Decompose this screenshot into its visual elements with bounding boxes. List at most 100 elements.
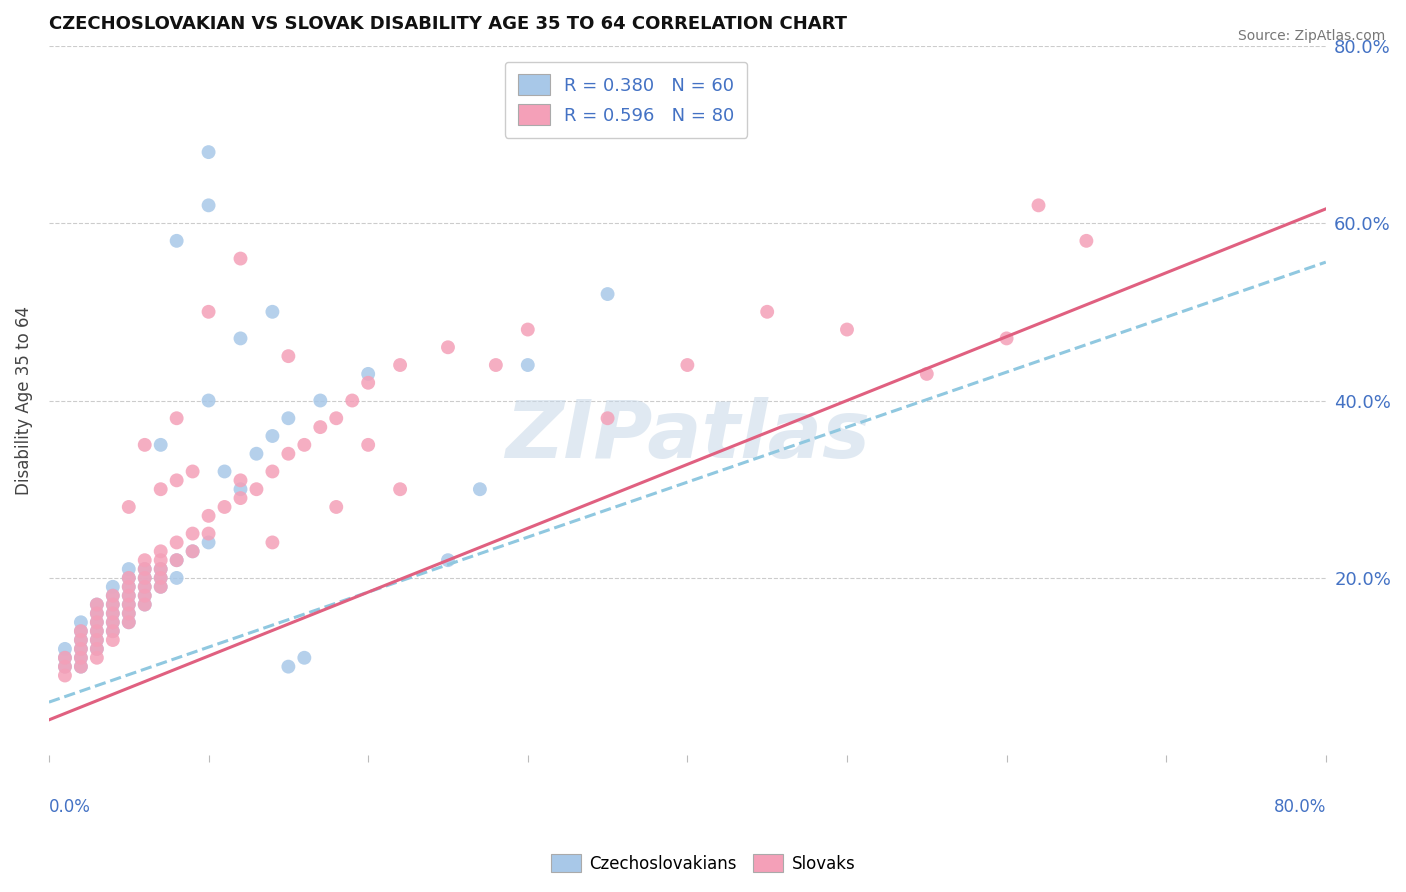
Point — [53, 650, 76, 665]
Point — [197, 305, 219, 319]
Point — [134, 571, 156, 585]
Text: 0.0%: 0.0% — [49, 798, 91, 816]
Point — [134, 580, 156, 594]
Legend: R = 0.380   N = 60, R = 0.596   N = 80: R = 0.380 N = 60, R = 0.596 N = 80 — [505, 62, 748, 137]
Point — [86, 615, 108, 630]
Point — [118, 571, 141, 585]
Point — [118, 615, 141, 630]
Point — [134, 438, 156, 452]
Legend: Czechoslovakians, Slovaks: Czechoslovakians, Slovaks — [544, 847, 862, 880]
Point — [262, 429, 284, 443]
Point — [1076, 234, 1098, 248]
Point — [229, 491, 252, 505]
Point — [134, 562, 156, 576]
Point — [70, 659, 93, 673]
Point — [181, 544, 204, 558]
Point — [86, 624, 108, 639]
Point — [292, 650, 315, 665]
Point — [70, 641, 93, 656]
Point — [181, 465, 204, 479]
Point — [197, 526, 219, 541]
Point — [149, 482, 172, 496]
Point — [70, 633, 93, 648]
Point — [101, 615, 124, 630]
Point — [149, 562, 172, 576]
Point — [166, 411, 188, 425]
Point — [181, 526, 204, 541]
Point — [277, 349, 299, 363]
Text: CZECHOSLOVAKIAN VS SLOVAK DISABILITY AGE 35 TO 64 CORRELATION CHART: CZECHOSLOVAKIAN VS SLOVAK DISABILITY AGE… — [49, 15, 846, 33]
Point — [437, 553, 460, 567]
Point — [309, 420, 332, 434]
Point — [70, 659, 93, 673]
Point — [86, 624, 108, 639]
Point — [70, 615, 93, 630]
Point — [134, 598, 156, 612]
Point — [118, 607, 141, 621]
Point — [53, 650, 76, 665]
Point — [214, 500, 236, 514]
Point — [229, 252, 252, 266]
Point — [53, 659, 76, 673]
Text: ZIPatlas: ZIPatlas — [505, 397, 870, 475]
Point — [134, 571, 156, 585]
Point — [118, 571, 141, 585]
Point — [835, 322, 858, 336]
Point — [229, 331, 252, 345]
Point — [149, 580, 172, 594]
Point — [262, 535, 284, 549]
Point — [756, 305, 779, 319]
Point — [357, 367, 380, 381]
Point — [118, 580, 141, 594]
Point — [86, 607, 108, 621]
Point — [596, 411, 619, 425]
Point — [86, 615, 108, 630]
Point — [389, 358, 412, 372]
Point — [118, 589, 141, 603]
Point — [214, 465, 236, 479]
Point — [70, 641, 93, 656]
Point — [166, 535, 188, 549]
Point — [101, 598, 124, 612]
Point — [149, 544, 172, 558]
Point — [166, 571, 188, 585]
Point — [197, 508, 219, 523]
Point — [101, 589, 124, 603]
Point — [229, 474, 252, 488]
Point — [437, 340, 460, 354]
Text: Source: ZipAtlas.com: Source: ZipAtlas.com — [1237, 29, 1385, 43]
Point — [181, 544, 204, 558]
Point — [118, 615, 141, 630]
Point — [149, 438, 172, 452]
Point — [915, 367, 938, 381]
Point — [101, 624, 124, 639]
Point — [70, 633, 93, 648]
Point — [86, 641, 108, 656]
Point — [277, 447, 299, 461]
Point — [357, 376, 380, 390]
Point — [86, 633, 108, 648]
Point — [277, 659, 299, 673]
Point — [134, 553, 156, 567]
Point — [86, 633, 108, 648]
Point — [118, 598, 141, 612]
Point — [70, 650, 93, 665]
Point — [70, 650, 93, 665]
Point — [118, 598, 141, 612]
Point — [70, 624, 93, 639]
Point — [995, 331, 1018, 345]
Point — [197, 198, 219, 212]
Point — [516, 322, 538, 336]
Point — [309, 393, 332, 408]
Point — [245, 447, 267, 461]
Point — [149, 571, 172, 585]
Point — [101, 615, 124, 630]
Point — [262, 305, 284, 319]
Point — [118, 607, 141, 621]
Point — [101, 624, 124, 639]
Point — [101, 589, 124, 603]
Point — [357, 438, 380, 452]
Y-axis label: Disability Age 35 to 64: Disability Age 35 to 64 — [15, 306, 32, 495]
Point — [166, 234, 188, 248]
Point — [86, 607, 108, 621]
